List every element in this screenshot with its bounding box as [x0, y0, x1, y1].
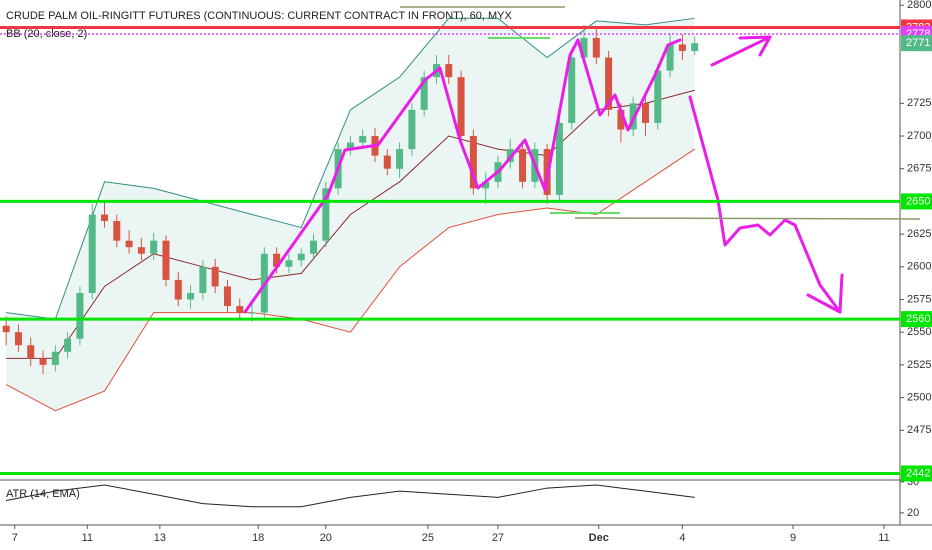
bb-basis — [6, 89, 695, 359]
candle-body — [14, 332, 22, 346]
x-tick-label: 4 — [679, 532, 685, 544]
candle-body — [469, 136, 477, 189]
candle-body — [408, 109, 416, 150]
drawings — [243, 35, 844, 314]
candle-body — [654, 70, 662, 123]
drawn-line — [574, 217, 921, 220]
candle-body — [27, 345, 35, 359]
candle-body — [445, 64, 453, 78]
candle-body — [482, 181, 490, 189]
candle-body — [580, 37, 588, 58]
candle-body — [211, 266, 219, 287]
candle-body — [383, 155, 391, 169]
candle-body — [88, 214, 96, 293]
x-tick-label: 20 — [320, 532, 332, 544]
y-tick-label: 2525 — [907, 359, 931, 371]
candle-body — [150, 240, 158, 254]
candle-body — [174, 279, 182, 300]
down-arrow-head — [806, 273, 844, 314]
bb-upper — [6, 17, 695, 320]
candle-body — [568, 57, 576, 123]
y-tick-label: 2500 — [907, 392, 931, 404]
candle-body — [273, 253, 281, 267]
x-tick-label: 9 — [790, 532, 796, 544]
candle-body — [666, 44, 674, 71]
y-tick-label: 2700 — [907, 130, 931, 142]
level-label: 2560 — [906, 313, 930, 325]
y-tick-label: 2475 — [907, 424, 931, 436]
candle-body — [76, 292, 84, 339]
candle-body — [101, 214, 109, 222]
x-tick-label: 25 — [422, 532, 434, 544]
candle-body — [346, 142, 354, 150]
level-label-bg — [901, 193, 932, 210]
y-tick-label: 2675 — [907, 163, 931, 175]
up-arrow — [710, 35, 772, 67]
candle-body — [555, 122, 563, 195]
level-label: 2771 — [906, 37, 930, 49]
up-arrow-head — [738, 35, 772, 57]
candle-body — [678, 44, 686, 52]
x-tick-label: 11 — [82, 532, 93, 544]
x-tick-label: 27 — [492, 532, 504, 544]
candle-body — [592, 37, 600, 58]
candle-body — [2, 325, 10, 333]
candle-body — [39, 358, 47, 365]
candle-body — [125, 240, 133, 248]
x-tick-label: 18 — [252, 532, 264, 544]
candle-body — [236, 306, 244, 313]
candle-body — [396, 149, 404, 169]
candle-body — [248, 312, 256, 314]
level-label-bg — [901, 465, 932, 482]
candle-body — [113, 221, 121, 241]
y-tick-label: 20 — [907, 507, 919, 519]
x-tick-label: 13 — [154, 532, 166, 544]
candle-body — [359, 136, 367, 143]
level-label-bg — [901, 35, 932, 52]
y-tick-label: 2625 — [907, 228, 931, 240]
x-tick-label: 11 — [878, 532, 889, 544]
candle-body — [691, 43, 699, 52]
level-label: 2442 — [906, 467, 930, 479]
candle-body — [137, 247, 145, 254]
candle-body — [187, 292, 195, 300]
candle-body — [617, 109, 625, 130]
atr-line — [6, 484, 695, 508]
y-tick-label: 2600 — [907, 261, 931, 273]
candle-body — [605, 57, 613, 110]
candle-body — [322, 188, 330, 241]
level-label-bg — [901, 311, 932, 328]
x-tick-label: 7 — [12, 532, 18, 544]
candle-body — [457, 77, 465, 137]
candle-body — [162, 240, 170, 280]
candle-body — [199, 266, 207, 293]
y-tick-label: 2725 — [907, 97, 931, 109]
x-tick-label: Dec — [589, 532, 609, 544]
candle-body — [297, 253, 305, 261]
y-tick-label: 2550 — [907, 326, 931, 338]
plot — [2, 17, 699, 412]
candle-body — [51, 351, 59, 365]
candle-body — [310, 240, 318, 254]
candle-body — [420, 77, 428, 110]
level-label: 2650 — [906, 195, 930, 207]
chart-title: CRUDE PALM OIL-RINGITT FUTURES (CONTINUO… — [6, 10, 512, 22]
y-tick-label: 2800 — [907, 0, 931, 11]
candle-body — [223, 286, 231, 307]
trend-drawing — [243, 38, 682, 314]
y-tick-label: 2575 — [907, 293, 931, 305]
candle-body — [285, 260, 293, 267]
candle-body — [519, 149, 527, 182]
indicator-label: BB (20, close, 2) — [6, 28, 87, 40]
down-path — [688, 95, 842, 314]
candle-body — [641, 103, 649, 123]
candle-body — [64, 338, 72, 352]
